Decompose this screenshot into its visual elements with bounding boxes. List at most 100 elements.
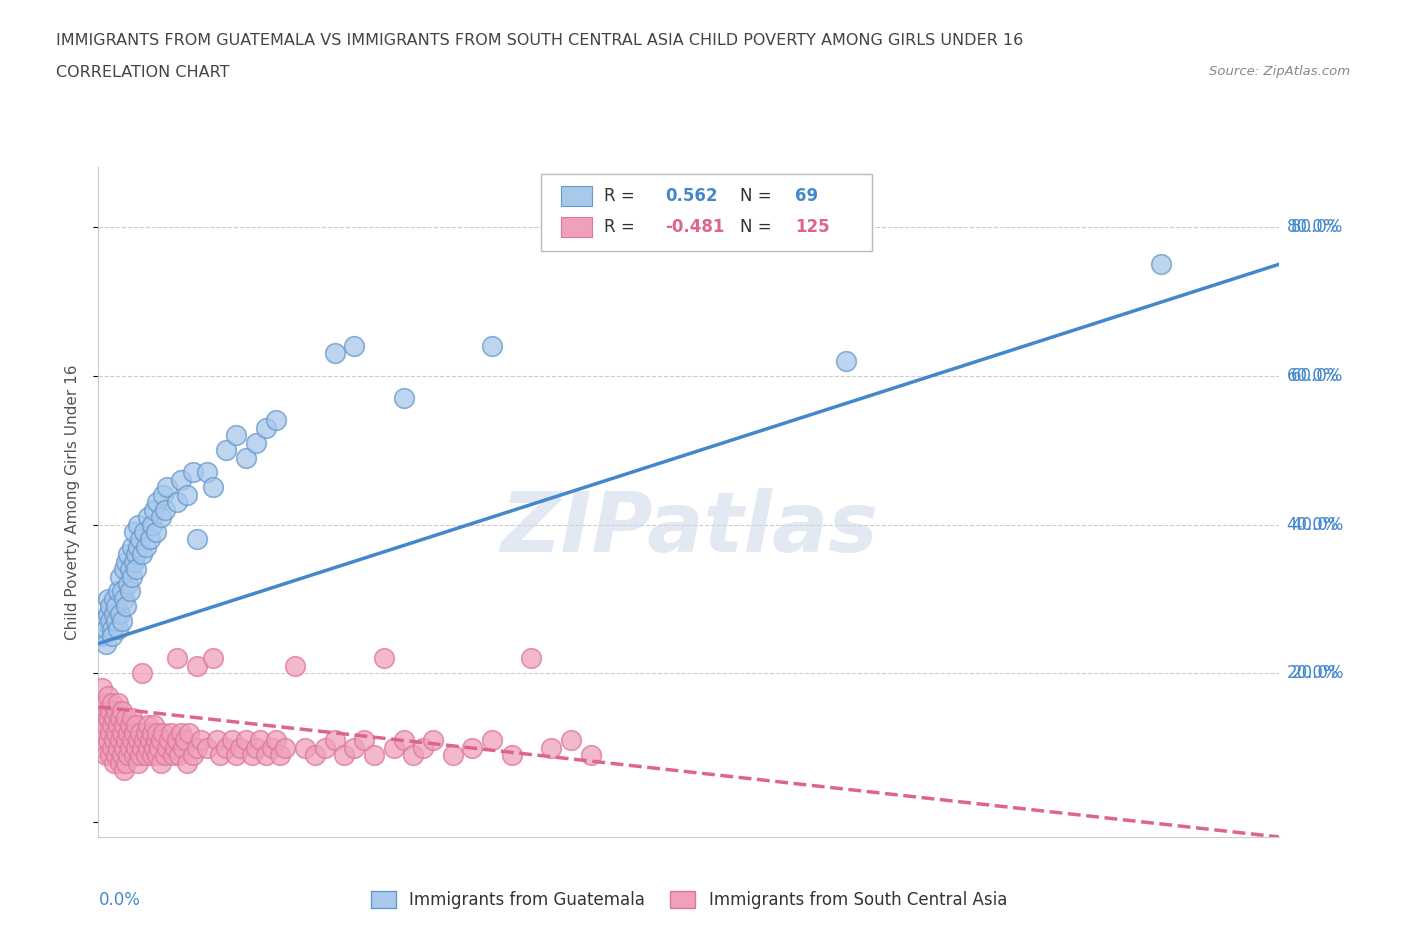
Point xyxy=(122,525,145,539)
Point xyxy=(152,725,174,740)
Y-axis label: Child Poverty Among Girls Under 16: Child Poverty Among Girls Under 16 xyxy=(65,365,80,640)
Point xyxy=(225,428,247,443)
Point xyxy=(125,718,148,733)
Point xyxy=(412,740,434,755)
Point xyxy=(107,584,129,599)
Point xyxy=(121,539,143,554)
Point xyxy=(138,733,160,748)
Point xyxy=(235,733,257,748)
Text: CORRELATION CHART: CORRELATION CHART xyxy=(56,65,229,80)
Point xyxy=(105,614,128,629)
Point xyxy=(103,733,125,748)
Point xyxy=(101,740,124,755)
Point xyxy=(481,733,503,748)
Point xyxy=(103,606,125,621)
Point xyxy=(156,740,179,755)
Point xyxy=(201,651,224,666)
Point xyxy=(135,725,157,740)
Point xyxy=(176,755,198,770)
Point xyxy=(373,651,395,666)
Point xyxy=(107,621,129,636)
Point xyxy=(115,711,138,725)
Text: Source: ZipAtlas.com: Source: ZipAtlas.com xyxy=(1209,65,1350,78)
Text: R =: R = xyxy=(605,187,640,206)
Point xyxy=(127,733,149,748)
Point xyxy=(105,725,128,740)
Point xyxy=(108,711,131,725)
Point xyxy=(229,740,252,755)
Point xyxy=(402,748,425,763)
Point xyxy=(146,725,169,740)
Point xyxy=(177,725,200,740)
Point xyxy=(112,591,135,606)
Point xyxy=(138,532,160,547)
Point xyxy=(294,740,316,755)
Point xyxy=(160,725,183,740)
Text: 60.0%: 60.0% xyxy=(1291,366,1344,385)
Point xyxy=(103,591,125,606)
Point xyxy=(122,554,145,569)
Point xyxy=(97,711,120,725)
Text: 125: 125 xyxy=(796,218,830,236)
Point xyxy=(392,391,415,405)
Point xyxy=(304,748,326,763)
Text: 0.562: 0.562 xyxy=(665,187,718,206)
Point xyxy=(118,584,141,599)
Point xyxy=(166,495,188,510)
Point xyxy=(93,725,115,740)
Point xyxy=(363,748,385,763)
Point xyxy=(284,658,307,673)
Point xyxy=(111,703,134,718)
Point xyxy=(111,748,134,763)
Point xyxy=(96,636,118,651)
Point xyxy=(205,733,228,748)
Point xyxy=(201,480,224,495)
Point xyxy=(98,703,121,718)
Point xyxy=(108,755,131,770)
Point xyxy=(170,725,193,740)
Point xyxy=(128,748,150,763)
Point xyxy=(333,748,356,763)
Point xyxy=(115,554,138,569)
Point xyxy=(122,748,145,763)
Point xyxy=(148,740,170,755)
Point xyxy=(152,487,174,502)
Point xyxy=(105,599,128,614)
Point xyxy=(167,748,190,763)
Point xyxy=(107,740,129,755)
Point xyxy=(96,696,118,711)
Text: N =: N = xyxy=(740,187,776,206)
Point xyxy=(186,740,208,755)
Point xyxy=(107,718,129,733)
Point xyxy=(122,725,145,740)
Point xyxy=(117,748,139,763)
Point xyxy=(240,748,263,763)
Point xyxy=(101,629,124,644)
Text: N =: N = xyxy=(740,218,776,236)
Point xyxy=(274,740,297,755)
Point xyxy=(142,740,165,755)
Point xyxy=(235,450,257,465)
Point xyxy=(157,733,180,748)
Point xyxy=(98,748,121,763)
Point xyxy=(186,532,208,547)
Point xyxy=(96,621,118,636)
Point xyxy=(128,725,150,740)
Point xyxy=(108,733,131,748)
Text: IMMIGRANTS FROM GUATEMALA VS IMMIGRANTS FROM SOUTH CENTRAL ASIA CHILD POVERTY AM: IMMIGRANTS FROM GUATEMALA VS IMMIGRANTS … xyxy=(56,33,1024,47)
Point xyxy=(215,740,238,755)
Text: 20.0%: 20.0% xyxy=(1286,664,1339,683)
Point xyxy=(132,525,155,539)
Point xyxy=(146,748,169,763)
Point xyxy=(97,733,120,748)
Point xyxy=(221,733,243,748)
Point xyxy=(136,510,159,525)
Point xyxy=(112,562,135,577)
Point xyxy=(1150,257,1173,272)
Point xyxy=(343,740,366,755)
Point xyxy=(142,502,165,517)
Point xyxy=(103,711,125,725)
Point xyxy=(121,569,143,584)
Text: -0.481: -0.481 xyxy=(665,218,724,236)
Point xyxy=(96,748,118,763)
